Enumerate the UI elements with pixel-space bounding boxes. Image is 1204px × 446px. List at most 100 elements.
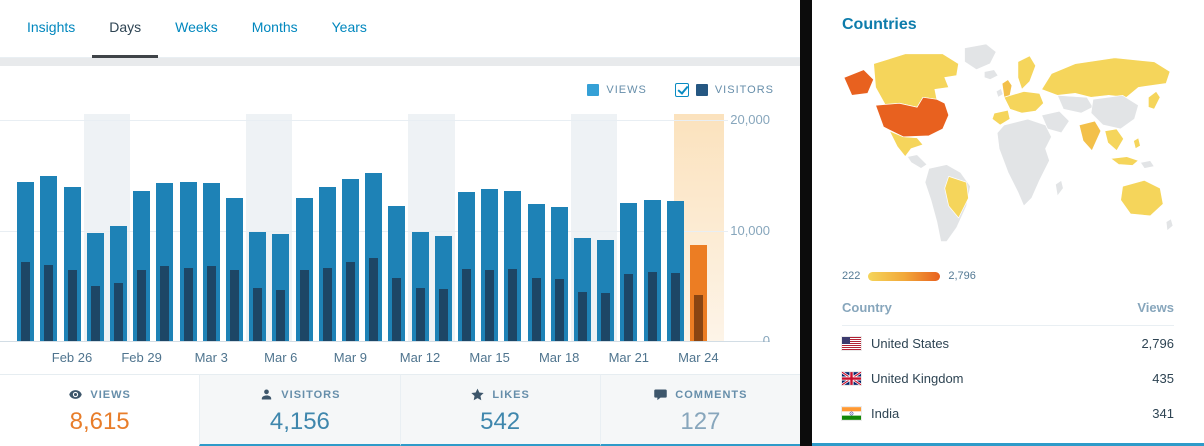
summary-tab-likes[interactable]: LIKES 542 (399, 374, 600, 446)
summary-label-row: VISITORS (200, 387, 399, 402)
bottom-accent (812, 443, 1204, 446)
map-india (1078, 120, 1102, 152)
visitors-bar[interactable] (299, 269, 309, 341)
map-europe (1003, 91, 1044, 114)
tab-years[interactable]: Years (331, 19, 367, 35)
scale-min-label: 222 (842, 270, 861, 283)
visitors-bar[interactable] (345, 262, 355, 341)
visitors-bar[interactable] (67, 269, 77, 341)
visitors-bar[interactable] (601, 293, 611, 341)
y-axis-label: 20,000 (730, 112, 770, 127)
summary-value: 542 (480, 408, 521, 435)
map-scale: 222 2,796 (842, 270, 1204, 282)
person-icon (259, 387, 274, 402)
map-scandinavia (1017, 55, 1037, 91)
summary-label: VIEWS (90, 388, 131, 401)
map-brazil (944, 175, 969, 219)
visitors-bar[interactable] (113, 283, 123, 341)
summary-tab-visitors[interactable]: VISITORS 4,156 (199, 374, 400, 446)
visitors-bar[interactable] (438, 288, 448, 341)
summary-label-row: LIKES (401, 387, 600, 402)
map-ireland (995, 87, 1004, 98)
gridline-10000 (0, 231, 728, 232)
visitors-bar[interactable] (485, 269, 495, 341)
visitors-checkbox[interactable] (674, 83, 689, 97)
tab-months[interactable]: Months (251, 19, 298, 35)
map-canada (873, 53, 959, 108)
chart-plot: 20,000 10,000 0 (0, 112, 800, 348)
tab-days[interactable]: Days (92, 0, 159, 58)
visitors-bar[interactable] (415, 287, 425, 341)
visitors-bar[interactable] (392, 277, 402, 341)
visitors-bar[interactable] (369, 257, 379, 341)
x-axis-label: Mar 6 (264, 350, 298, 365)
visitors-bar[interactable] (253, 287, 263, 341)
country-row[interactable]: United States 2,796 (842, 326, 1174, 361)
country-views: 341 (1152, 406, 1174, 422)
tab-weeks[interactable]: Weeks (175, 19, 218, 35)
visitors-bar[interactable] (554, 278, 564, 341)
visitors-bar[interactable] (206, 265, 216, 341)
summary-row: VIEWS 8,615 VISITORS 4,156 LIKES 542 COMMENTS 1… (0, 374, 800, 446)
y-axis-label: 0 (762, 333, 770, 348)
in-flag-icon (842, 407, 861, 421)
summary-tab-views[interactable]: VIEWS 8,615 (0, 374, 200, 446)
visitors-bar[interactable] (693, 294, 703, 341)
summary-value: 4,156 (269, 408, 330, 435)
comment-icon (653, 387, 668, 402)
visitors-bar[interactable] (647, 272, 657, 341)
map-iberia (991, 109, 1011, 126)
x-axis-label: Mar 24 (678, 350, 719, 365)
map-china (1090, 94, 1139, 130)
gb-flag-icon (842, 372, 861, 386)
country-col-header: Country (842, 300, 892, 316)
visitors-bar[interactable] (322, 267, 332, 341)
visitors-bar[interactable] (21, 262, 31, 341)
countries-title: Countries (842, 16, 917, 33)
map-greenland (964, 43, 997, 71)
summary-tab-comments[interactable]: COMMENTS 127 (599, 374, 800, 446)
x-axis-label: Mar 18 (538, 350, 580, 365)
views-legend-label: VIEWS (606, 84, 647, 96)
visitors-bar[interactable] (229, 269, 239, 341)
visitors-bar[interactable] (44, 264, 54, 341)
country-row[interactable]: India 341 (842, 396, 1174, 431)
visitors-bar[interactable] (670, 273, 680, 341)
summary-label-row: COMMENTS (601, 387, 800, 402)
visitors-bar[interactable] (276, 289, 286, 341)
world-map-svg (843, 43, 1174, 242)
us-flag-icon (842, 337, 861, 351)
x-axis-label: Mar 12 (399, 350, 441, 365)
visitors-bar[interactable] (90, 285, 100, 341)
star-icon (470, 387, 485, 402)
summary-label: VISITORS (281, 388, 341, 401)
views-legend-swatch (587, 84, 600, 96)
visitors-bar[interactable] (137, 269, 147, 341)
country-name: United States (871, 336, 950, 352)
country-name: India (871, 406, 900, 422)
map-new-zealand (1165, 218, 1174, 232)
country-rows: United States 2,796 United Kingdom 435 India… (842, 326, 1174, 431)
x-axis-label: Mar 9 (333, 350, 368, 365)
visitors-bar[interactable] (577, 292, 587, 341)
map-australia (1120, 179, 1164, 217)
visitors-bar[interactable] (183, 267, 193, 341)
map-africa (996, 118, 1052, 207)
visitors-legend-label: VISITORS (714, 84, 774, 96)
visitors-bar[interactable] (160, 265, 170, 341)
map-indonesia (1109, 156, 1140, 166)
legend-views: VIEWS (587, 84, 646, 96)
map-central-america (906, 154, 928, 169)
country-views: 2,796 (1141, 336, 1174, 352)
tab-insights[interactable]: Insights (27, 19, 76, 35)
visitors-bar[interactable] (531, 277, 541, 341)
eye-icon (68, 387, 83, 402)
x-axis-label: Feb 29 (121, 350, 162, 365)
visitors-bar[interactable] (461, 268, 471, 341)
map-new-guinea (1139, 160, 1155, 169)
visitors-bar[interactable] (624, 274, 634, 341)
country-row[interactable]: United Kingdom 435 (842, 361, 1174, 396)
summary-label: LIKES (492, 388, 530, 401)
visitors-bar[interactable] (508, 269, 518, 341)
map-japan (1147, 90, 1161, 110)
